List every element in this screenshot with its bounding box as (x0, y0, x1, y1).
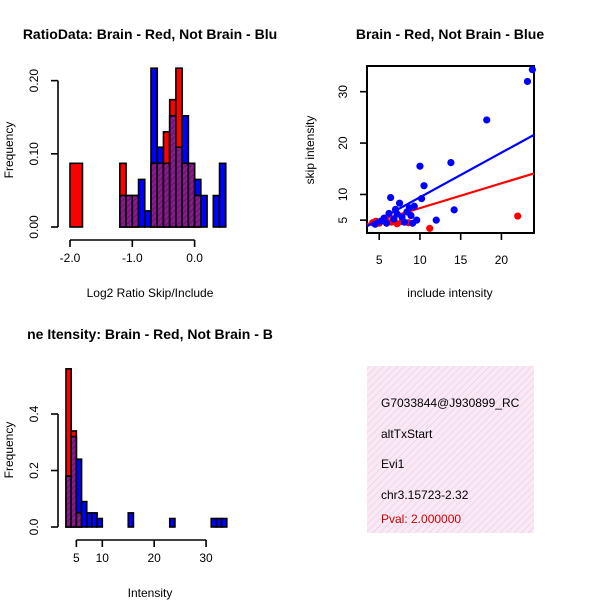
ratio-histogram-y-axis: 0.00 0.10 0.20 (27, 69, 59, 239)
ratio-histogram-bar-overlap-4 (119, 194, 127, 228)
intensity-scatter-points (366, 65, 536, 232)
scatter-x-tick-label-2: 15 (454, 253, 468, 267)
ratio-histogram-bar-notbrain-17 (200, 194, 208, 228)
scatter-point-notbrain-17 (413, 216, 421, 224)
scatter-point-notbrain-11 (400, 218, 409, 226)
intensity-scatter-frame (366, 65, 535, 234)
ratio-histogram-bar-overlap-11 (162, 162, 171, 228)
scatter-point-notbrain-24 (483, 116, 491, 124)
intensity-histogram-xlabel: Intensity (128, 586, 173, 600)
scatter-y-tick-label-2: 20 (336, 136, 350, 150)
intensity-histogram-y-axis: 0.0 0.2 0.4 (27, 405, 59, 535)
scatter-y-tick-label-3: 30 (336, 85, 350, 99)
scatter-point-notbrain-9 (395, 199, 404, 207)
scatter-point-notbrain-16 (410, 202, 418, 210)
ratio-histogram-bar-overlap-15 (187, 162, 196, 228)
scatter-x-tick-label-1: 10 (413, 253, 427, 267)
ratio-histogram-xlabel: Log2 Ratio Skip/Include (87, 286, 214, 300)
scatter-point-notbrain-14 (407, 211, 415, 220)
intensity-histogram-y-tick-label-0: 0.0 (27, 518, 41, 535)
intensity-histogram-bar-notbrain-30 (220, 517, 228, 528)
intensity-histogram-y-tick-label-2: 0.4 (27, 405, 41, 422)
intensity-scatter-xlabel: include intensity (407, 286, 492, 300)
intensity-histogram-y-tick-label-1: 0.2 (27, 462, 41, 479)
ratio-histogram-bar-overlap-14 (181, 162, 190, 228)
intensity-histogram-x-axis: 5 10 20 30 (73, 539, 213, 565)
intensity-scatter-title: Brain - Red, Not Brain - Blue (356, 26, 544, 42)
scatter-x-tick-label-0: 5 (376, 253, 383, 267)
ratio-histogram-x-tick-label-0: -2.0 (60, 251, 81, 265)
ratio-histogram-bar-notbrain-8 (143, 210, 152, 228)
intensity-histogram-x-tick-label-0: 5 (73, 551, 80, 565)
scatter-point-notbrain-18 (416, 162, 424, 170)
scatter-point-notbrain-26 (528, 65, 536, 74)
info-panel-background (367, 366, 534, 533)
scatter-point-brain-9 (514, 212, 522, 220)
intensity-scatter-x-axis: 5 10 15 20 (376, 233, 509, 267)
scatter-y-tick-label-0: 5 (336, 216, 350, 223)
scatter-point-notbrain-5 (387, 193, 395, 202)
intensity-histogram-bars (65, 368, 228, 528)
ratio-histogram-bars (69, 67, 227, 228)
scatter-point-notbrain-21 (432, 216, 440, 224)
intensity-scatter-panel: Brain - Red, Not Brain - Blue 5 10 15 20 5 1… (303, 26, 544, 300)
ratio-histogram-y-tick-label-0: 0.00 (27, 215, 41, 239)
scatter-point-notbrain-3 (382, 219, 391, 227)
ratio-histogram-x-tick-label-2: 0.0 (186, 251, 203, 265)
scatter-point-notbrain-20 (420, 182, 428, 190)
scatter-point-notbrain-25 (523, 77, 532, 86)
info-location: chr3.15723-2.32 (381, 488, 469, 502)
ratio-histogram-y-tick-label-1: 0.10 (27, 142, 41, 166)
intensity-histogram-bar-notbrain-6 (96, 517, 104, 528)
ratio-histogram-y-tick-label-2: 0.20 (27, 69, 41, 93)
ratio-histogram-ylabel: Frequency (2, 122, 16, 179)
intensity-scatter-ylabel: skip intensity (303, 116, 317, 185)
ratio-histogram-bar-notbrain-19 (212, 194, 221, 228)
intensity-scatter-y-axis: 5 10 20 30 (336, 85, 367, 223)
scatter-point-notbrain-23 (450, 206, 458, 214)
intensity-histogram-bar-notbrain-20 (168, 517, 176, 528)
info-event-type: altTxStart (381, 427, 433, 441)
ratio-histogram-bar-overlap-12 (168, 114, 177, 228)
info-pval: Pval: 2.000000 (381, 512, 461, 526)
ratio-histogram-bar-overlap-9 (150, 162, 159, 228)
info-panel: G7033844@J930899_RC altTxStart Evi1 chr3… (367, 366, 534, 533)
intensity-histogram-x-tick-label-3: 30 (199, 551, 213, 565)
scatter-point-brain-8 (426, 224, 434, 232)
intensity-histogram-panel: ne Itensity: Brain - Red, Not Brain - B … (2, 326, 273, 600)
ratio-histogram-bar-notbrain-7 (137, 178, 146, 228)
ratio-histogram-bar-brain-0 (69, 162, 84, 228)
ratio-histogram-panel: RatioData: Brain - Red, Not Brain - Blu … (2, 26, 277, 300)
scatter-x-tick-label-3: 20 (495, 253, 509, 267)
intensity-histogram-x-tick-label-2: 20 (148, 551, 162, 565)
ratio-histogram-bar-notbrain-20 (218, 162, 227, 228)
intensity-histogram-bar-notbrain-12 (127, 512, 135, 528)
info-probe-id: G7033844@J930899_RC (381, 396, 520, 410)
ratio-histogram-bar-overlap-16 (193, 194, 202, 228)
scatter-point-notbrain-6 (390, 215, 398, 223)
ratio-histogram-bar-overlap-10 (156, 162, 165, 228)
scatter-fit-line-notbrain (366, 133, 535, 228)
scatter-point-notbrain-22 (447, 159, 455, 167)
ratio-histogram-bar-overlap-13 (175, 146, 183, 228)
ratio-histogram-x-tick-label-1: -1.0 (122, 251, 143, 265)
intensity-histogram-x-tick-label-1: 10 (96, 551, 110, 565)
intensity-histogram-ylabel: Frequency (2, 422, 16, 479)
ratio-histogram-bar-overlap-5 (125, 194, 134, 228)
scatter-y-tick-label-1: 10 (336, 187, 350, 201)
intensity-histogram-title: ne Itensity: Brain - Red, Not Brain - B (27, 326, 273, 342)
ratio-histogram-title: RatioData: Brain - Red, Not Brain - Blu (23, 26, 277, 42)
ratio-histogram-bar-overlap-6 (131, 194, 140, 228)
ratio-histogram-x-axis: -2.0 -1.0 0.0 (60, 239, 203, 265)
info-gene-name: Evi1 (381, 457, 405, 471)
